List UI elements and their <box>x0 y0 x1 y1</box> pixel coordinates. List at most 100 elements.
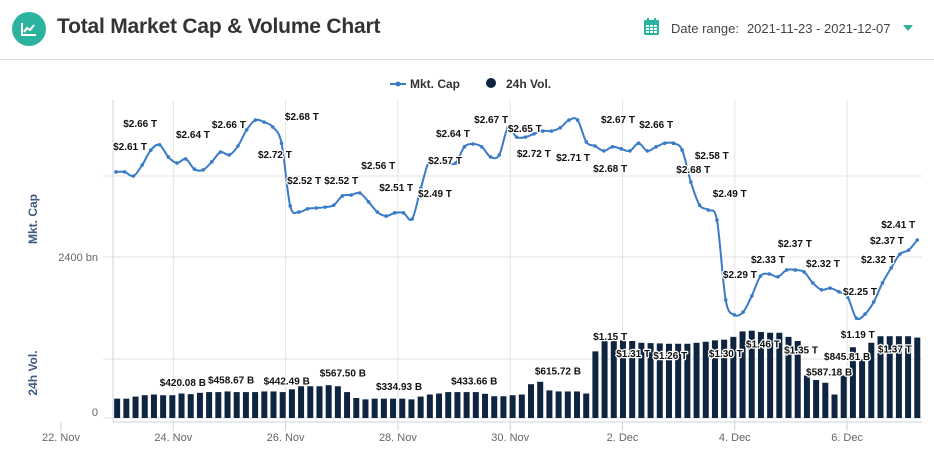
volume-bar[interactable] <box>169 395 176 418</box>
mkt-cap-point[interactable] <box>166 155 171 159</box>
mkt-cap-point[interactable] <box>654 145 658 149</box>
volume-bar[interactable] <box>178 393 185 418</box>
volume-bar[interactable] <box>656 343 663 418</box>
volume-bar[interactable] <box>160 395 167 418</box>
volume-bar[interactable] <box>877 336 884 418</box>
mkt-cap-point[interactable] <box>915 238 920 242</box>
volume-bar[interactable] <box>206 392 213 418</box>
mkt-cap-point[interactable] <box>758 274 763 278</box>
mkt-cap-point[interactable] <box>567 118 571 122</box>
mkt-cap-point[interactable] <box>279 141 284 145</box>
mkt-cap-point[interactable] <box>488 155 493 159</box>
mkt-cap-point[interactable] <box>114 170 118 174</box>
mkt-cap-point[interactable] <box>262 120 266 124</box>
volume-bar[interactable] <box>215 392 222 418</box>
volume-bar[interactable] <box>665 343 672 418</box>
mkt-cap-point[interactable] <box>140 163 144 167</box>
volume-bar[interactable] <box>684 343 691 418</box>
volume-bar[interactable] <box>537 381 544 418</box>
volume-bar[interactable] <box>399 398 406 418</box>
volume-bar[interactable] <box>371 398 378 418</box>
mkt-cap-point[interactable] <box>366 200 371 204</box>
volume-bar[interactable] <box>813 380 820 418</box>
mkt-cap-point[interactable] <box>697 203 702 207</box>
mkt-cap-point[interactable] <box>741 310 745 314</box>
volume-bar[interactable] <box>831 394 838 418</box>
mkt-cap-point[interactable] <box>445 161 449 165</box>
volume-bar[interactable] <box>859 359 866 418</box>
volume-bar[interactable] <box>868 342 875 418</box>
legend-item-volume[interactable]: 24h Vol. <box>486 77 551 91</box>
volume-bar[interactable] <box>518 394 525 418</box>
mkt-cap-point[interactable] <box>610 145 615 149</box>
volume-bar[interactable] <box>316 386 323 418</box>
mkt-cap-point[interactable] <box>253 118 258 122</box>
mkt-cap-point[interactable] <box>802 270 806 274</box>
volume-bar[interactable] <box>482 393 489 418</box>
mkt-cap-point[interactable] <box>636 141 641 145</box>
volume-bar[interactable] <box>436 393 443 418</box>
mkt-cap-point[interactable] <box>898 252 902 256</box>
volume-bar[interactable] <box>573 391 580 418</box>
mkt-cap-point[interactable] <box>628 149 632 153</box>
volume-bar[interactable] <box>426 394 433 418</box>
mkt-cap-point[interactable] <box>540 129 545 133</box>
mkt-cap-point[interactable] <box>349 193 353 197</box>
volume-bar[interactable] <box>592 351 599 418</box>
volume-bar[interactable] <box>141 395 148 418</box>
mkt-cap-point[interactable] <box>497 153 502 157</box>
volume-bar[interactable] <box>748 330 755 418</box>
mkt-cap-point[interactable] <box>401 211 406 215</box>
volume-bar[interactable] <box>693 342 700 418</box>
mkt-cap-point[interactable] <box>157 143 162 147</box>
mkt-cap-point[interactable] <box>175 161 179 165</box>
volume-bar[interactable] <box>380 398 387 418</box>
mkt-cap-point[interactable] <box>375 210 380 214</box>
volume-bar[interactable] <box>619 340 626 418</box>
volume-bar[interactable] <box>785 336 792 418</box>
mkt-cap-point[interactable] <box>784 268 789 272</box>
volume-bar[interactable] <box>610 339 617 418</box>
mkt-cap-point[interactable] <box>453 161 458 165</box>
volume-bar[interactable] <box>647 343 654 418</box>
mkt-cap-point[interactable] <box>854 316 859 320</box>
mkt-cap-point[interactable] <box>619 147 623 151</box>
volume-bar[interactable] <box>730 336 737 418</box>
volume-bar[interactable] <box>298 386 305 418</box>
volume-bar[interactable] <box>408 399 415 418</box>
volume-bar[interactable] <box>114 398 121 418</box>
mkt-cap-point[interactable] <box>270 125 275 129</box>
mkt-cap-point[interactable] <box>819 288 824 292</box>
volume-bar[interactable] <box>914 337 921 418</box>
volume-bar[interactable] <box>233 392 240 418</box>
mkt-cap-point[interactable] <box>662 141 667 145</box>
volume-bar[interactable] <box>288 389 295 418</box>
mkt-cap-point[interactable] <box>131 174 136 178</box>
mkt-cap-point[interactable] <box>776 275 780 279</box>
volume-bar[interactable] <box>905 336 912 418</box>
mkt-cap-point[interactable] <box>340 194 345 198</box>
volume-bar[interactable] <box>583 393 590 418</box>
mkt-cap-point[interactable] <box>767 272 772 276</box>
volume-bar[interactable] <box>454 392 461 418</box>
volume-bar[interactable] <box>132 396 139 418</box>
mkt-cap-point[interactable] <box>314 206 319 210</box>
volume-bar[interactable] <box>353 397 360 418</box>
volume-bar[interactable] <box>307 386 314 418</box>
mkt-cap-point[interactable] <box>427 158 432 162</box>
mkt-cap-point[interactable] <box>845 295 850 299</box>
mkt-cap-point[interactable] <box>462 145 467 149</box>
mkt-cap-point[interactable] <box>750 294 754 298</box>
mkt-cap-point[interactable] <box>201 168 205 172</box>
volume-bar[interactable] <box>187 394 194 418</box>
date-range-picker[interactable]: Date range: 2021-11-23 - 2021-12-07 <box>644 18 913 38</box>
volume-bar[interactable] <box>344 392 351 418</box>
volume-bar[interactable] <box>849 347 856 418</box>
mkt-cap-point[interactable] <box>192 167 197 171</box>
mkt-cap-point[interactable] <box>532 132 536 136</box>
mkt-cap-point[interactable] <box>183 157 188 161</box>
mkt-cap-point[interactable] <box>506 125 510 130</box>
mkt-cap-point[interactable] <box>680 148 684 152</box>
volume-bar[interactable] <box>252 392 259 418</box>
mkt-cap-point[interactable] <box>906 248 911 252</box>
